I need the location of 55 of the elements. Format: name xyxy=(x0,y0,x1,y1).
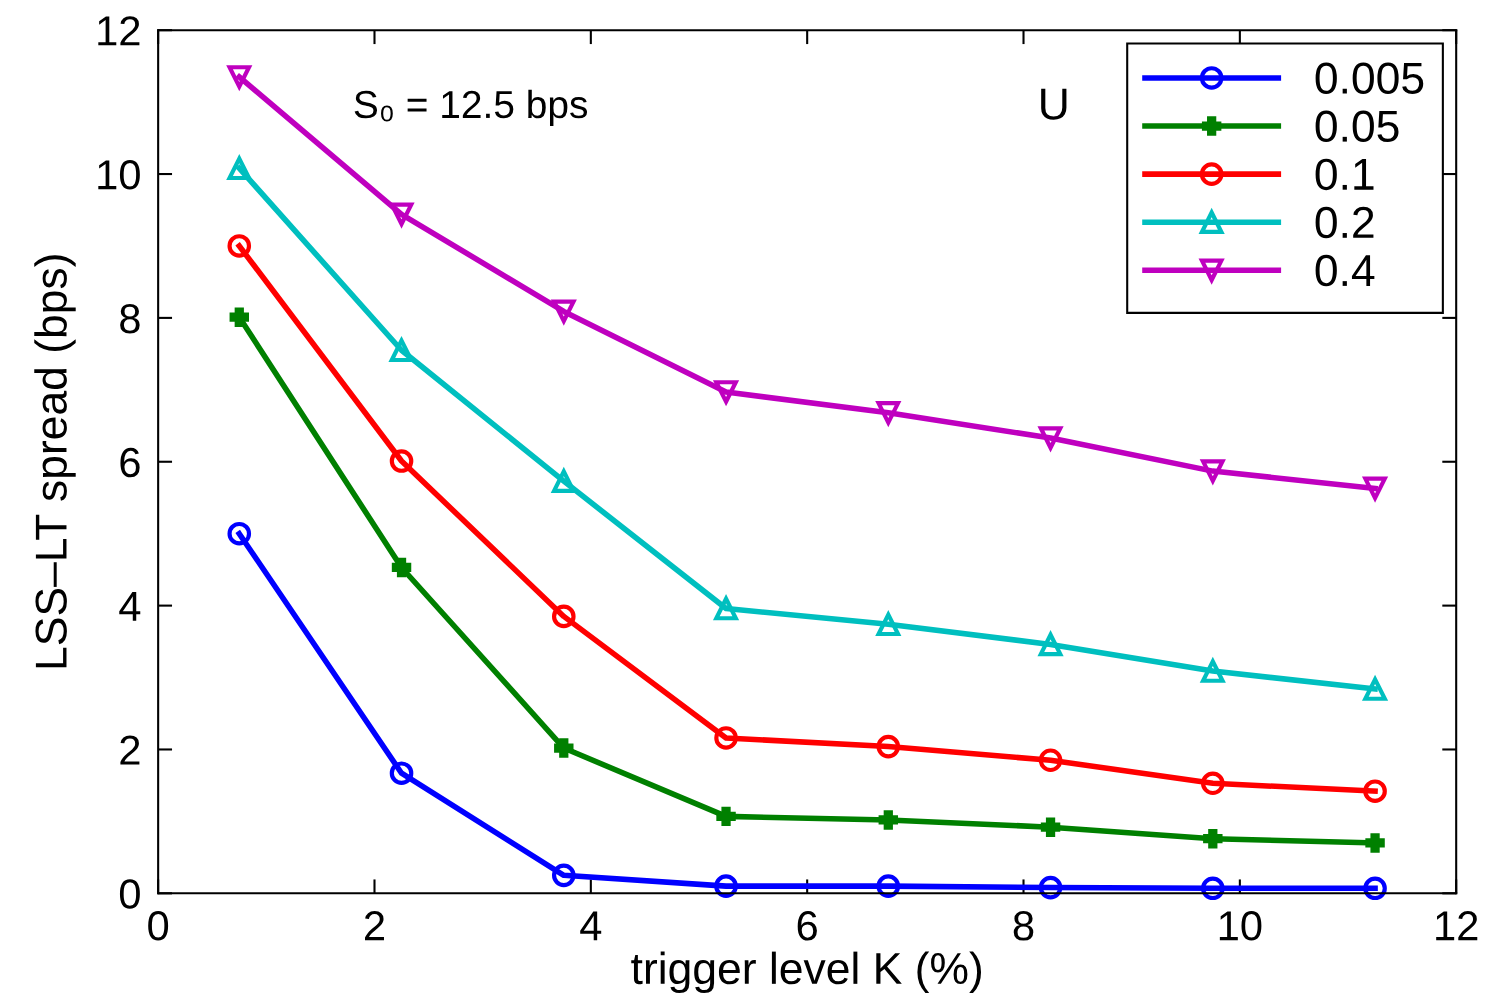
x-tick-label: 2 xyxy=(365,911,384,941)
point xyxy=(716,806,736,827)
point xyxy=(876,734,901,759)
point xyxy=(389,338,414,363)
point xyxy=(878,810,899,830)
legend-label: 0.4 xyxy=(1315,254,1375,287)
point xyxy=(229,307,250,327)
x-tick-label: 10 xyxy=(1219,911,1262,941)
y-tick-label: 0 xyxy=(119,879,140,909)
point xyxy=(554,738,574,758)
y-tick-label: 8 xyxy=(120,303,140,334)
point xyxy=(227,156,252,181)
point xyxy=(1363,779,1387,803)
point xyxy=(1201,771,1225,796)
point xyxy=(1203,828,1223,849)
y-tick-label: 6 xyxy=(120,447,140,478)
y-tick-label: 2 xyxy=(120,735,140,765)
legend-label: 0.05 xyxy=(1315,110,1399,143)
point xyxy=(1362,476,1389,503)
x-tick-label: 6 xyxy=(797,911,817,941)
point xyxy=(714,874,738,898)
legend-label: 0.1 xyxy=(1315,158,1374,191)
x-tick-label: 8 xyxy=(1013,911,1034,941)
point xyxy=(1037,630,1064,657)
x-tick-label: 0 xyxy=(148,911,169,941)
x-tick-label: 4 xyxy=(580,911,602,941)
point xyxy=(227,234,252,258)
y-axis-title: LSS–LT spread (bps) xyxy=(34,255,76,668)
point xyxy=(1040,817,1061,837)
legend-label: 0.2 xyxy=(1315,206,1374,239)
y-tick-label: 4 xyxy=(119,592,141,621)
point xyxy=(875,610,902,637)
y-tick-label: 10 xyxy=(98,160,140,190)
point xyxy=(550,299,577,326)
x-axis-title: trigger level K (%) xyxy=(631,951,982,994)
point xyxy=(389,761,414,786)
point xyxy=(551,863,576,888)
point xyxy=(1363,876,1387,901)
y-tick-label: 12 xyxy=(98,16,140,46)
point xyxy=(389,449,414,473)
point xyxy=(551,604,576,629)
point xyxy=(876,874,901,898)
point xyxy=(1038,748,1063,773)
legend-title: U xyxy=(1041,88,1067,120)
point xyxy=(1038,875,1063,900)
point xyxy=(389,202,415,229)
point xyxy=(1365,833,1385,853)
point xyxy=(713,594,739,621)
point xyxy=(714,726,738,750)
annotation: S₀ = 12.5 bps xyxy=(354,89,588,126)
point xyxy=(227,521,252,546)
point xyxy=(391,557,412,578)
point xyxy=(1201,876,1225,901)
legend-label: 0.005 xyxy=(1315,62,1424,94)
x-tick-label: 12 xyxy=(1436,911,1478,941)
